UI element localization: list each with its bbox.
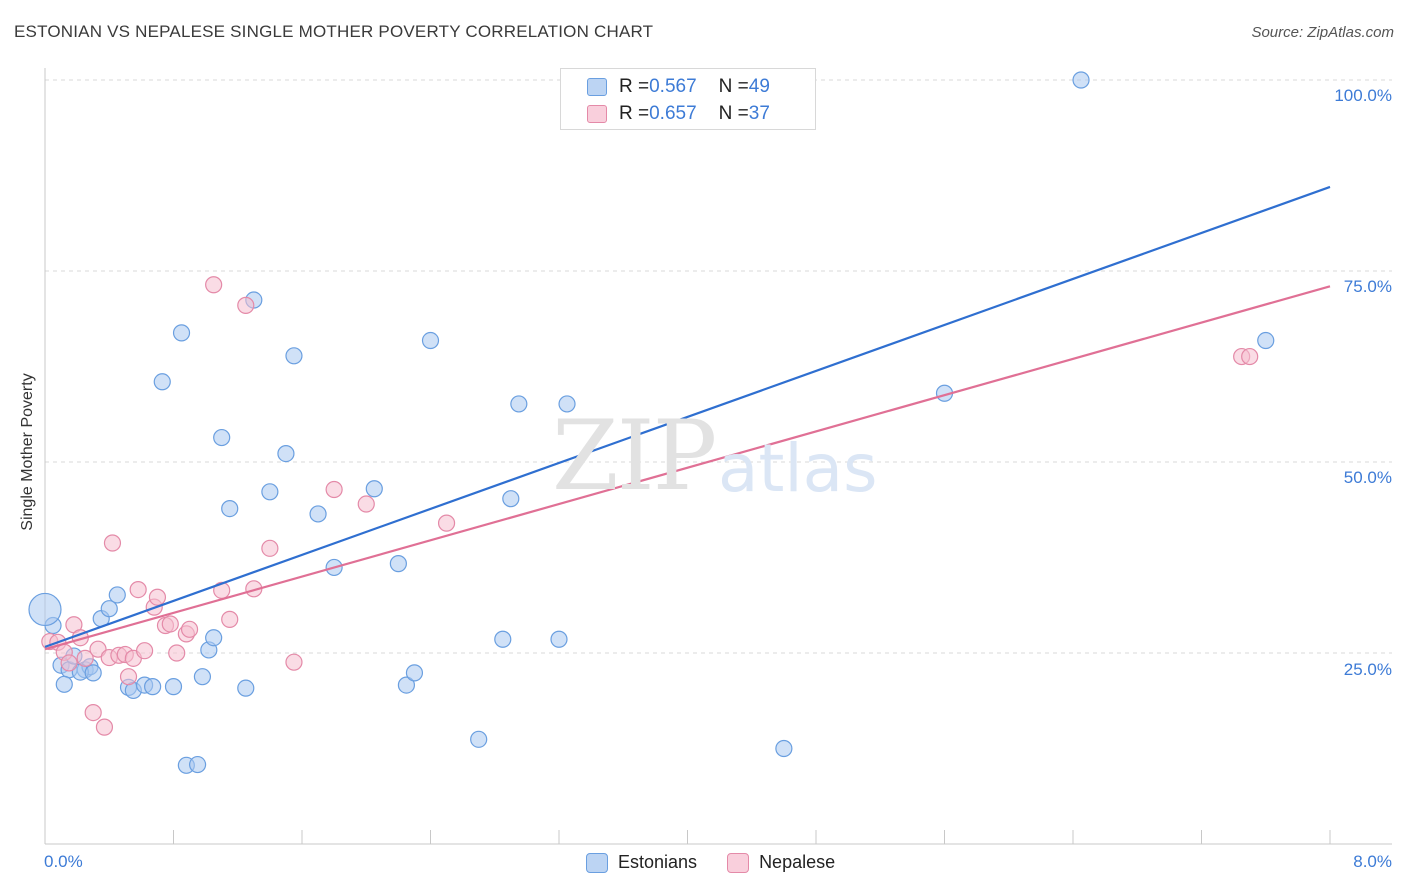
estonian-point [55, 675, 73, 693]
nepalese-point [119, 668, 138, 686]
estonian-point [775, 739, 793, 758]
estonian-point [309, 505, 327, 523]
nepalese-swatch [587, 105, 607, 123]
gridlines [45, 79, 1392, 654]
estonian-point [188, 755, 207, 774]
estonian-point [389, 555, 407, 573]
estonian-point [277, 444, 295, 463]
estonian-point [285, 347, 303, 365]
estonian-trend-line [44, 185, 1331, 648]
nepalese-legend-swatch [727, 852, 750, 873]
estonian-point [237, 679, 255, 697]
estonian-point-large [28, 592, 62, 627]
legend-r-value: 0.657 [649, 103, 697, 124]
nepalese-point [1241, 347, 1259, 366]
estonian-point [421, 331, 440, 350]
nepalese-point [168, 644, 186, 662]
estonian-point [397, 676, 416, 694]
legend-n-label: N = [718, 76, 749, 97]
estonian-point [405, 664, 424, 682]
watermark-atlas: atlas [718, 430, 878, 507]
estonians-legend-swatch [586, 852, 608, 873]
estonian-point [100, 600, 118, 618]
nepalese-point [161, 615, 179, 633]
estonian-point [1072, 71, 1090, 89]
nepalese-legend-label: Nepalese [759, 852, 836, 872]
estonian-point [221, 500, 239, 518]
estonians-legend-label: Estonians [618, 852, 698, 872]
legend-item-estonians: Estonians [586, 852, 697, 873]
nepalese-point [261, 539, 279, 557]
nepalese-point [357, 495, 375, 513]
nepalese-point [60, 654, 78, 672]
nepalese-point [148, 588, 167, 606]
legend-r-label: R = [619, 103, 650, 124]
nepalese-point [103, 534, 122, 552]
chart-title: ESTONIAN VS NEPALESE SINGLE MOTHER POVER… [14, 22, 654, 41]
estonian-point [108, 586, 126, 604]
estonian-point [494, 630, 512, 648]
estonian-point [84, 664, 102, 682]
estonian-point [205, 629, 223, 647]
nepalese-point [84, 703, 102, 722]
axes [44, 68, 1392, 845]
estonian-point [153, 373, 171, 391]
nepalese-point [285, 653, 303, 671]
x-tick-max: 8.0% [1353, 852, 1392, 871]
x-tick-min: 0.0% [44, 852, 83, 871]
nepalese-point [437, 514, 456, 532]
legend-row-nepalese: R = 0.657 N = 37 [587, 102, 770, 126]
estonians-swatch [587, 78, 607, 96]
nepalese-point [76, 649, 94, 667]
nepalese-point [205, 276, 223, 294]
stats-legend: R = 0.567 N = 49 R = 0.657 N = 37 [560, 68, 816, 130]
estonian-point [470, 730, 488, 748]
estonian-point [558, 395, 576, 413]
estonian-point [550, 630, 568, 648]
estonian-point [164, 678, 183, 696]
y-axis-label: Single Mother Poverty [19, 373, 36, 531]
nepalese-point [325, 480, 343, 499]
estonian-point [213, 428, 231, 447]
nepalese-point [135, 642, 154, 660]
legend-row-estonians: R = 0.567 N = 49 [587, 75, 770, 99]
source-label: Source: ZipAtlas.com [1251, 24, 1394, 41]
y-tick-100: 100.0% [1334, 86, 1392, 105]
legend-r-value: 0.567 [649, 76, 697, 97]
nepalese-point [180, 620, 199, 638]
legend-n-value: 37 [748, 103, 770, 124]
estonian-point [510, 395, 528, 413]
legend-n-value: 49 [748, 76, 770, 97]
nepalese-trend-line [44, 285, 1331, 651]
nepalese-point [95, 718, 114, 736]
estonian-point [193, 668, 212, 686]
watermark-zip: ZIP [552, 400, 717, 512]
legend-item-nepalese: Nepalese [727, 852, 835, 873]
estonian-point [144, 678, 162, 696]
estonian-point [365, 480, 383, 498]
series-legend: Estonians Nepalese [586, 852, 865, 873]
estonian-point [502, 490, 520, 508]
nepalese-point [221, 610, 239, 628]
nepalese-point [237, 296, 255, 314]
trend-lines [44, 185, 1331, 651]
legend-r-label: R = [619, 76, 650, 97]
y-tick-75: 75.0% [1343, 277, 1392, 296]
y-tick-25: 25.0% [1343, 660, 1392, 679]
nepalese-point [129, 580, 147, 599]
estonian-point [1257, 331, 1275, 350]
y-tick-50: 50.0% [1343, 468, 1392, 487]
estonian-point [172, 324, 191, 342]
estonian-point [261, 483, 279, 501]
legend-n-label: N = [718, 103, 749, 124]
